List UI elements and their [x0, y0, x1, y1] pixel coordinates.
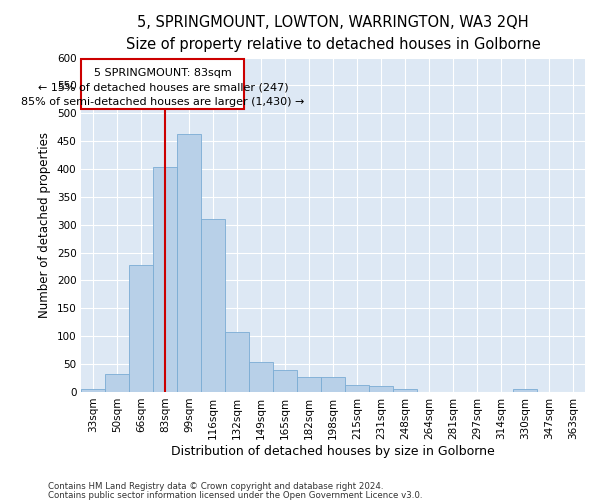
Text: 85% of semi-detached houses are larger (1,430) →: 85% of semi-detached houses are larger (… [21, 98, 305, 108]
Bar [273, 370, 297, 392]
X-axis label: Distribution of detached houses by size in Golborne: Distribution of detached houses by size … [172, 444, 495, 458]
Y-axis label: Number of detached properties: Number of detached properties [38, 132, 51, 318]
Bar [369, 386, 393, 392]
Bar [178, 134, 202, 392]
Bar [321, 377, 345, 392]
Text: ← 15% of detached houses are smaller (247): ← 15% of detached houses are smaller (24… [38, 82, 288, 92]
Bar [513, 389, 537, 392]
Bar [154, 168, 178, 392]
Text: 5 SPRINGMOUNT: 83sqm: 5 SPRINGMOUNT: 83sqm [94, 68, 232, 78]
Bar [130, 265, 154, 392]
Title: 5, SPRINGMOUNT, LOWTON, WARRINGTON, WA3 2QH
Size of property relative to detache: 5, SPRINGMOUNT, LOWTON, WARRINGTON, WA3 … [126, 15, 541, 52]
Text: Contains HM Land Registry data © Crown copyright and database right 2024.: Contains HM Land Registry data © Crown c… [48, 482, 383, 491]
Bar [225, 332, 249, 392]
Bar [82, 389, 106, 392]
Bar [249, 362, 273, 392]
Bar [345, 386, 369, 392]
Bar [393, 389, 417, 392]
Text: Contains public sector information licensed under the Open Government Licence v3: Contains public sector information licen… [48, 490, 422, 500]
Bar [106, 374, 130, 392]
FancyBboxPatch shape [82, 58, 244, 109]
Bar [202, 219, 225, 392]
Bar [297, 377, 321, 392]
